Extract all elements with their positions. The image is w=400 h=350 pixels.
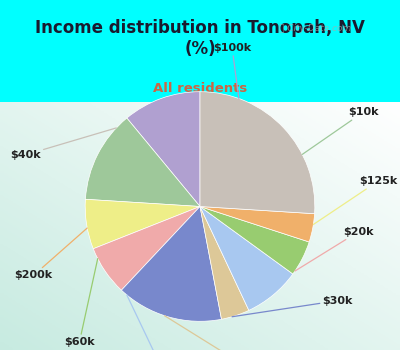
Wedge shape [200,206,314,242]
Text: Income distribution in Tonopah, NV
(%): Income distribution in Tonopah, NV (%) [35,19,365,58]
Text: $50k: $50k [127,295,183,350]
Wedge shape [200,92,315,214]
Text: $60k: $60k [64,259,98,347]
Wedge shape [122,206,222,321]
Wedge shape [200,206,309,274]
Wedge shape [93,206,200,290]
Text: $10k: $10k [302,107,378,154]
Text: $20k: $20k [295,227,374,271]
Wedge shape [127,92,200,206]
Text: > $200k: > $200k [164,316,269,350]
Wedge shape [200,206,293,310]
Wedge shape [85,199,200,249]
Text: $125k: $125k [313,176,397,224]
Text: $200k: $200k [14,228,87,280]
Text: $30k: $30k [232,296,353,317]
Wedge shape [200,206,249,319]
Text: $40k: $40k [10,128,116,160]
Text: ⓘ City-Data.com: ⓘ City-Data.com [279,24,351,33]
Wedge shape [86,118,200,206]
Text: $100k: $100k [213,43,251,98]
Text: All residents: All residents [153,82,247,95]
